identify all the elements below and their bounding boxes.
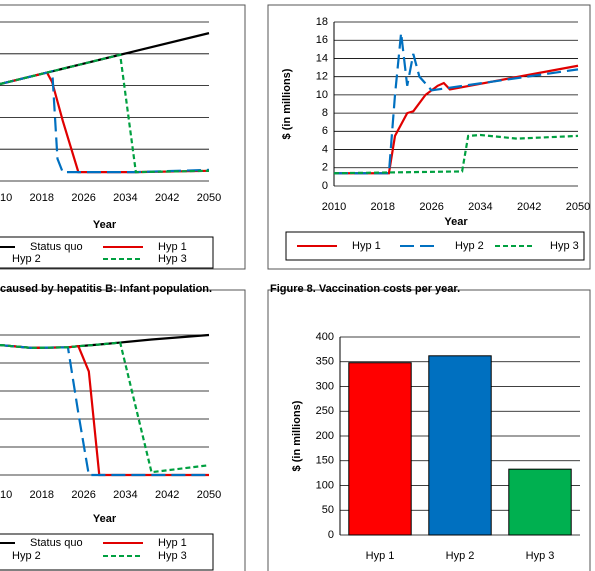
series-line [0,53,210,174]
legend-label: Hyp 3 [550,240,579,252]
legend-box [285,231,585,261]
y-tick-label: 4 [322,143,328,155]
x-tick-label: 2018 [30,192,54,204]
legend-label: Hyp 1 [352,240,381,252]
y-tick-label: 14 [316,52,328,64]
legend-label: Hyp 1 [158,241,187,253]
y-tick-label: 50 [322,504,334,516]
x-tick-label: 2026 [419,201,443,213]
series-line [0,343,209,477]
series-line [0,341,210,474]
x-tick-label: Hyp 3 [526,550,555,562]
panel-frame [0,4,246,270]
series-line [0,333,210,349]
x-tick-label: 2042 [155,489,179,501]
series-line [0,71,210,174]
x-tick-label: 2034 [113,489,137,501]
figure-caption: Figure 8. Vaccination costs per year. [270,283,460,295]
x-tick-label: 2018 [30,489,54,501]
panel-frame [267,4,591,270]
y-tick-label: 6 [322,125,328,137]
x-tick-label: 2026 [71,489,95,501]
panel-frame [267,289,591,571]
legend-label: Status quo [30,537,83,549]
x-tick-label: 2042 [155,192,179,204]
y-tick-label: 400 [316,331,334,343]
y-tick-label: 10 [316,89,328,101]
x-tick-label: 2050 [197,192,221,204]
y-tick-label: 16 [316,34,328,46]
series-line [334,64,579,175]
legend-label: Status quo [30,241,83,253]
x-axis-label: Year [93,219,117,231]
x-tick-label: 2050 [197,489,221,501]
legend-box [0,236,214,269]
y-tick-label: 200 [316,430,334,442]
y-tick-label: 150 [316,455,334,467]
legend-label: Hyp 2 [12,253,41,265]
x-tick-label: 2050 [566,201,590,213]
bar [508,468,572,536]
x-tick-label: 2042 [517,201,541,213]
y-tick-label: 350 [316,356,334,368]
y-tick-label: 0 [328,529,334,541]
series-line [0,343,209,477]
panel-frame [0,289,246,571]
y-tick-label: 18 [316,16,328,28]
y-axis-label: $ (in millions) [291,400,303,471]
legend-label: Hyp 2 [455,240,484,252]
legend-label: Hyp 3 [158,550,187,562]
series-line [0,69,210,174]
y-tick-label: 250 [316,405,334,417]
y-axis-label: $ (in millions) [281,68,293,139]
y-tick-label: 300 [316,380,334,392]
legend-box [0,533,214,571]
x-tick-label: Hyp 2 [446,550,475,562]
x-tick-label: 2010 [322,201,346,213]
x-tick-label: 2018 [371,201,395,213]
figure-caption: caused by hepatitis B: Infant population… [0,283,212,295]
legend-label: Hyp 1 [158,537,187,549]
bar [348,362,412,536]
series-line [334,32,579,175]
legend-label: Hyp 3 [158,253,187,265]
y-tick-label: 12 [316,71,328,83]
x-tick-label: 2034 [113,192,137,204]
series-line [333,133,579,175]
x-tick-label: 2034 [468,201,492,213]
y-tick-label: 0 [322,180,328,192]
y-tick-label: 8 [322,107,328,119]
x-tick-label: 2010 [0,489,12,501]
y-tick-label: 2 [322,162,328,174]
x-axis-label: Year [93,513,117,525]
y-tick-label: 100 [316,479,334,491]
legend-label: Hyp 2 [12,550,41,562]
bar [428,355,492,536]
x-tick-label: Hyp 1 [366,550,395,562]
x-tick-label: 2026 [71,192,95,204]
x-tick-label: 2010 [0,192,12,204]
x-axis-label: Year [444,216,468,228]
